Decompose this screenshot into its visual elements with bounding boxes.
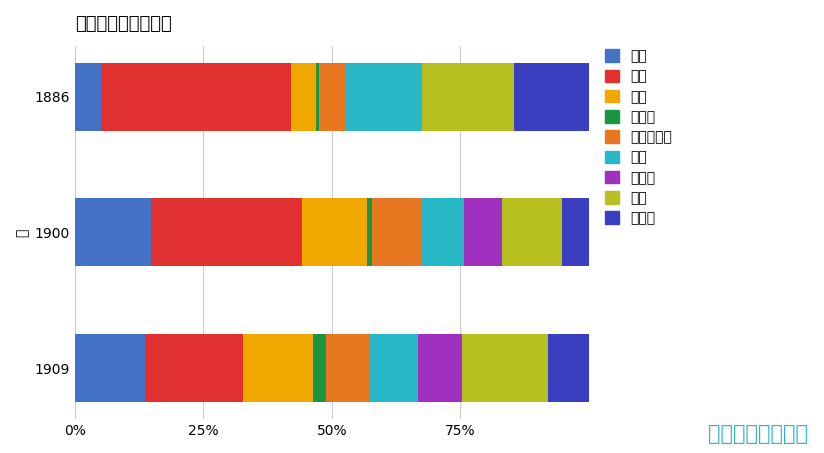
Bar bbox=[319, 63, 344, 130]
Bar bbox=[419, 334, 461, 402]
Bar bbox=[291, 63, 316, 130]
Bar bbox=[313, 334, 326, 402]
Bar bbox=[145, 334, 242, 402]
Bar bbox=[422, 63, 514, 130]
Bar bbox=[370, 334, 419, 402]
Bar bbox=[367, 198, 372, 266]
Bar bbox=[75, 334, 145, 402]
Bar bbox=[101, 63, 291, 130]
Bar bbox=[75, 63, 101, 130]
Bar bbox=[421, 198, 464, 266]
Bar bbox=[514, 63, 588, 130]
Y-axis label: 年: 年 bbox=[15, 228, 29, 236]
Bar bbox=[372, 198, 421, 266]
Bar bbox=[344, 63, 422, 130]
Bar bbox=[562, 198, 588, 266]
Bar bbox=[151, 198, 302, 266]
Text: 工場労働者数の増加: 工場労働者数の増加 bbox=[75, 15, 171, 33]
Bar bbox=[548, 334, 588, 402]
Bar bbox=[75, 198, 151, 266]
Bar bbox=[461, 334, 548, 402]
Bar bbox=[326, 334, 370, 402]
Bar bbox=[464, 198, 502, 266]
Legend: 紡績, 製糸, 織物, その他, 機械・器具, 化学, 飲食物, 官営, その他: 紡績, 製糸, 織物, その他, 機械・器具, 化学, 飲食物, 官営, その他 bbox=[601, 45, 676, 230]
Bar bbox=[302, 198, 367, 266]
Bar bbox=[502, 198, 562, 266]
Text: 世界の歴史まっぷ: 世界の歴史まっぷ bbox=[708, 424, 808, 444]
Bar bbox=[316, 63, 319, 130]
Bar bbox=[242, 334, 313, 402]
